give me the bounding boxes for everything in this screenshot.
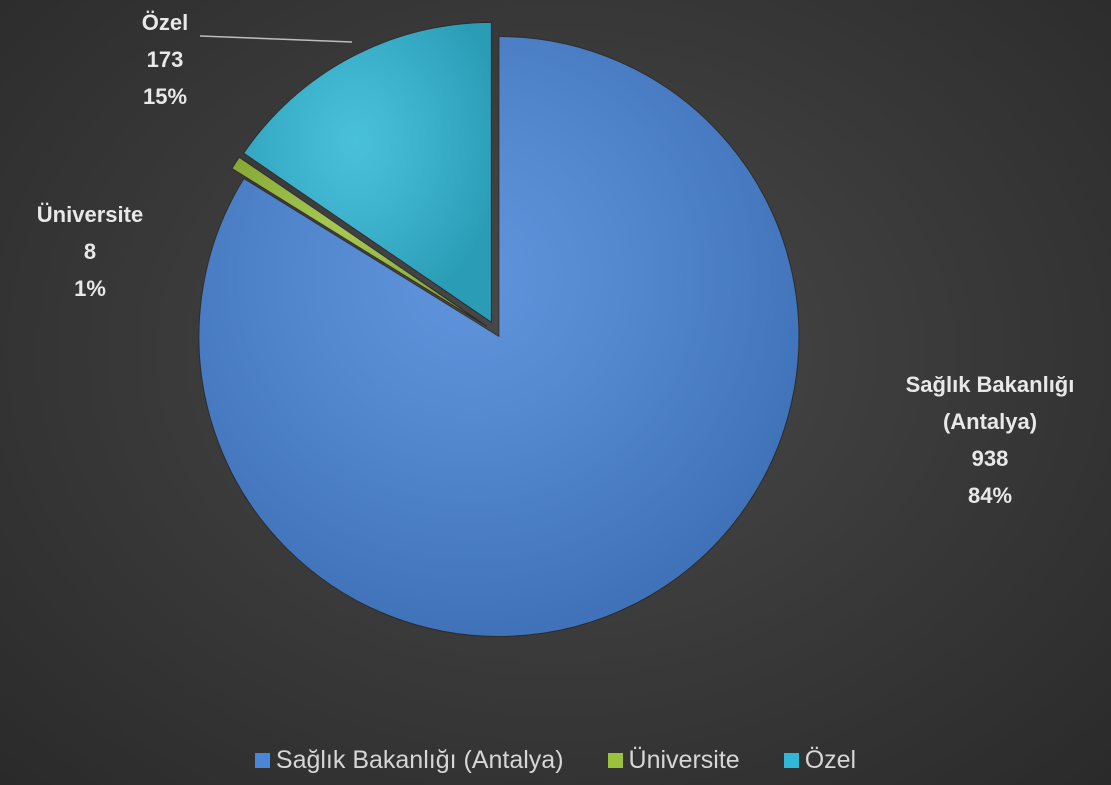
legend-label: Özel — [804, 746, 857, 774]
data-label: Üniversite 8 1% — [10, 196, 170, 307]
label-value: 938 — [971, 446, 1009, 471]
data-label: Sağlık Bakanlığı (Antalya) 938 84% — [872, 366, 1108, 514]
legend-swatch — [783, 753, 799, 768]
label-percent: 1% — [74, 276, 106, 301]
legend-label: Üniversite — [628, 746, 740, 774]
label-value: 173 — [146, 47, 184, 72]
label-value: 8 — [83, 239, 97, 264]
legend-item: Sağlık Bakanlığı (Antalya) — [254, 746, 564, 775]
legend-swatch — [254, 753, 270, 768]
label-percent: 84% — [967, 483, 1013, 508]
label-category: Özel — [141, 10, 189, 35]
legend: Sağlık Bakanlığı (Antalya) Üniversite Özel — [0, 746, 1111, 775]
data-label: Özel 173 15% — [95, 4, 235, 115]
label-category: Üniversite — [36, 202, 144, 227]
label-category: Sağlık Bakanlığı (Antalya) — [905, 372, 1075, 434]
legend-label: Sağlık Bakanlığı (Antalya) — [275, 746, 564, 774]
legend-swatch — [607, 753, 623, 768]
legend-item: Üniversite — [607, 746, 740, 775]
label-percent: 15% — [142, 84, 188, 109]
legend-item: Özel — [783, 746, 857, 775]
